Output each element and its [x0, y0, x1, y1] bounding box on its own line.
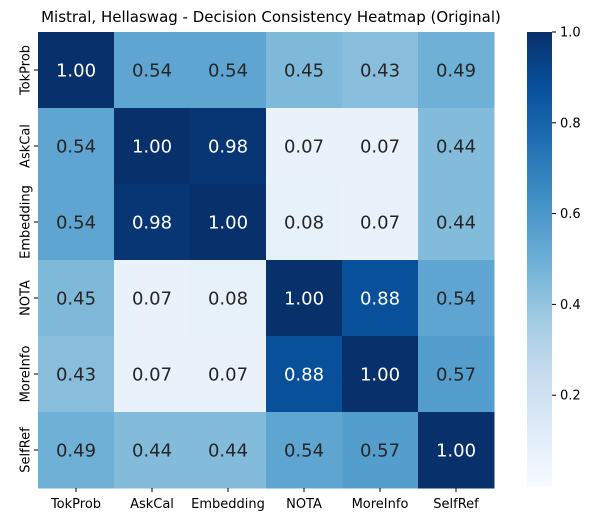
cell-value-label: 0.49 [56, 441, 96, 462]
heatmap-cell [190, 184, 267, 261]
heatmap-cell [418, 32, 495, 109]
heatmap-cell [266, 336, 343, 413]
x-tick-label: MoreInfo [352, 497, 409, 512]
colorbar-tick-label: 1.0 [560, 26, 581, 41]
heatmap-cell [38, 260, 115, 337]
colorbar-tick-label: 0.8 [560, 116, 581, 131]
cell-value-label: 0.08 [208, 289, 248, 310]
cell-value-label: 0.54 [56, 213, 96, 234]
cell-value-label: 0.45 [284, 61, 324, 82]
heatmap-cell [114, 184, 191, 261]
heatmap-cell [190, 32, 267, 109]
cell-value-label: 0.88 [284, 365, 324, 386]
heatmap-cell [342, 336, 419, 413]
heatmap-cell [266, 108, 343, 185]
x-tick-label: NOTA [286, 497, 322, 512]
heatmap-cell [266, 260, 343, 337]
cell-value-label: 0.44 [132, 441, 172, 462]
x-tick-label: AskCal [130, 497, 174, 512]
heatmap-cell [418, 260, 495, 337]
heatmap-cell [418, 412, 495, 489]
colorbar-tick-label: 0.4 [560, 298, 581, 313]
heatmap-cell [190, 412, 267, 489]
heatmap-cell [38, 184, 115, 261]
heatmap-cell [114, 336, 191, 413]
heatmap-cell [342, 184, 419, 261]
colorbar [527, 32, 552, 486]
y-axis-ticks: TokProb AskCal Embedding NOTA MoreInfo SelfRe… [19, 45, 38, 473]
heatmap-cell [342, 260, 419, 337]
heatmap-cell [266, 32, 343, 109]
cell-value-label: 0.44 [208, 441, 248, 462]
y-tick-label: MoreInfo [19, 346, 34, 403]
x-tick-label: TokProb [50, 497, 101, 512]
cell-value-label: 1.00 [56, 61, 96, 82]
cell-value-label: 0.54 [284, 441, 324, 462]
heatmap-cell [342, 32, 419, 109]
cell-value-label: 0.07 [360, 213, 400, 234]
cell-value-label: 0.54 [208, 61, 248, 82]
cell-value-label: 0.43 [56, 365, 96, 386]
heatmap-cell [266, 184, 343, 261]
cell-value-label: 0.54 [56, 137, 96, 158]
cell-value-label: 1.00 [208, 213, 248, 234]
heatmap-cell [114, 260, 191, 337]
y-tick-label: AskCal [19, 124, 34, 168]
colorbar-tick-label: 0.2 [560, 389, 581, 404]
y-tick-label: NOTA [19, 280, 34, 316]
cell-value-label: 0.07 [132, 365, 172, 386]
x-tick-label: Embedding [191, 497, 265, 512]
cell-value-label: 0.07 [132, 289, 172, 310]
cell-value-label: 1.00 [436, 441, 476, 462]
cell-value-label: 0.54 [132, 61, 172, 82]
heatmap-cell [114, 412, 191, 489]
cell-value-label: 1.00 [360, 365, 400, 386]
heatmap-cell [38, 108, 115, 185]
cell-value-label: 0.88 [360, 289, 400, 310]
cell-value-label: 0.43 [360, 61, 400, 82]
cell-value-label: 0.57 [436, 365, 476, 386]
heatmap-cell [266, 412, 343, 489]
cell-value-label: 1.00 [284, 289, 324, 310]
heatmap-cells: 1.00 0.54 0.54 0.45 0.43 0.49 0.54 1.00 0.98 0.07… [38, 32, 495, 489]
heatmap-cell [342, 412, 419, 489]
cell-value-label: 0.07 [360, 137, 400, 158]
y-tick-label: SelfRef [19, 427, 34, 473]
heatmap-cell [38, 336, 115, 413]
heatmap-cell [190, 336, 267, 413]
colorbar-ticks: 0.2 0.4 0.6 0.8 1.0 [552, 26, 581, 404]
cell-value-label: 0.57 [360, 441, 400, 462]
colorbar-tick-label: 0.6 [560, 207, 581, 222]
heatmap-cell [114, 108, 191, 185]
cell-value-label: 0.54 [436, 289, 476, 310]
cell-value-label: 0.98 [208, 137, 248, 158]
cell-value-label: 0.49 [436, 61, 476, 82]
heatmap-cell [342, 108, 419, 185]
cell-value-label: 0.07 [208, 365, 248, 386]
heatmap-cell [190, 108, 267, 185]
cell-value-label: 0.07 [284, 137, 324, 158]
heatmap-cell [38, 32, 115, 109]
cell-value-label: 0.98 [132, 213, 172, 234]
cell-value-label: 0.44 [436, 137, 476, 158]
cell-value-label: 0.44 [436, 213, 476, 234]
heatmap-cell [114, 32, 191, 109]
heatmap-cell [418, 184, 495, 261]
cell-value-label: 0.08 [284, 213, 324, 234]
chart-title: Mistral, Hellaswag - Decision Consistenc… [41, 8, 501, 26]
cell-value-label: 0.45 [56, 289, 96, 310]
cell-value-label: 1.00 [132, 137, 172, 158]
heatmap-cell [418, 108, 495, 185]
heatmap-cell [38, 412, 115, 489]
y-tick-label: TokProb [19, 45, 34, 96]
y-tick-label: Embedding [19, 185, 34, 259]
heatmap-cell [190, 260, 267, 337]
x-tick-label: SelfRef [433, 497, 479, 512]
heatmap-cell [418, 336, 495, 413]
x-axis-ticks: TokProb AskCal Embedding NOTA MoreInfo SelfRe… [50, 488, 479, 512]
